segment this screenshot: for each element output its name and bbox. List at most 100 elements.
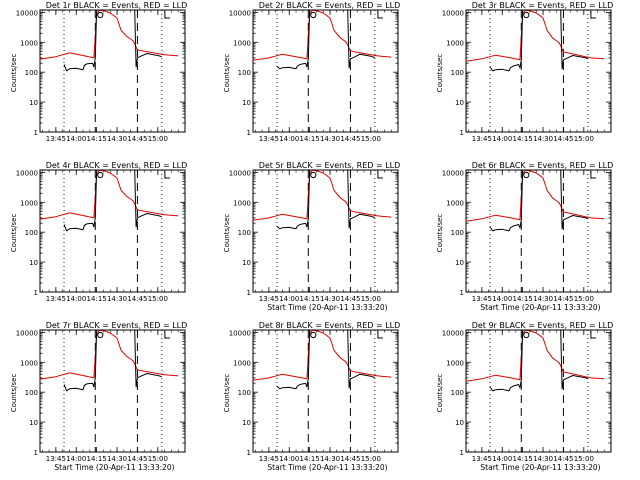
y-tick-label: 10	[29, 419, 38, 427]
y-tick-label: 1000	[20, 359, 38, 367]
y-tick-label: 1000	[233, 199, 251, 207]
attenuator-marker	[97, 171, 104, 179]
x-tick-label: 14:15	[87, 455, 107, 463]
plot-frame	[252, 169, 399, 293]
panel-title: Det 5r BLACK = Events, RED = LLD	[259, 161, 401, 170]
y-tick-label: 1	[247, 289, 251, 297]
lld-rate-line	[465, 329, 605, 382]
lld-rate-line	[39, 329, 179, 380]
y-tick-label: 1	[460, 129, 464, 137]
x-tick-label: 13:45	[472, 295, 492, 303]
attenuator-marker	[523, 11, 530, 19]
x-tick-label: 14:00	[492, 455, 512, 463]
y-tick-label: 1000	[446, 359, 464, 367]
x-tick-label: 15:00	[148, 135, 168, 143]
detector-panel-2: Det 2r BLACK = Events, RED = LLD 1 10 100 10…	[223, 1, 400, 143]
event-rate-line	[276, 169, 376, 230]
y-tick-label: 100	[238, 69, 251, 77]
y-tick-label: 1	[247, 129, 251, 137]
x-tick-label: 14:00	[492, 135, 512, 143]
x-tick-label: 14:45	[340, 295, 360, 303]
x-tick-label: 14:00	[279, 455, 299, 463]
decimation-marker	[164, 171, 170, 179]
event-rate-line	[489, 9, 589, 72]
plot-frame	[465, 329, 612, 453]
lld-rate-line	[39, 9, 179, 60]
panel-title: Det 1r BLACK = Events, RED = LLD	[46, 1, 188, 10]
x-tick-label: 14:30	[533, 295, 553, 303]
y-axis-label: Counts/sec	[436, 374, 444, 413]
x-tick-label: 14:15	[300, 135, 320, 143]
lld-rate-line	[465, 169, 605, 222]
y-tick-label: 100	[451, 229, 464, 237]
y-axis-label: Counts/sec	[10, 54, 18, 93]
panel-title: Det 9r BLACK = Events, RED = LLD	[472, 321, 614, 330]
y-tick-label: 1	[34, 129, 38, 137]
y-tick-label: 10	[29, 99, 38, 107]
x-tick-label: 14:45	[553, 455, 573, 463]
x-tick-label: 15:00	[148, 295, 168, 303]
event-rate-line	[63, 329, 163, 392]
y-tick-label: 10000	[16, 9, 38, 17]
attenuator-marker	[523, 171, 530, 179]
x-tick-label: 15:00	[148, 455, 168, 463]
x-tick-label: 13:45	[46, 295, 66, 303]
y-tick-label: 10	[455, 99, 464, 107]
y-tick-label: 10	[242, 259, 251, 267]
x-tick-label: 13:45	[472, 135, 492, 143]
y-tick-label: 1000	[446, 199, 464, 207]
x-tick-label: 14:45	[340, 135, 360, 143]
x-tick-label: 14:45	[553, 295, 573, 303]
decimation-marker	[377, 171, 383, 179]
decimation-marker	[590, 331, 596, 339]
y-axis-label: Counts/sec	[223, 54, 231, 93]
detector-panel-4: Det 4r BLACK = Events, RED = LLD 1 10 100 10…	[10, 161, 187, 303]
x-tick-label: 14:30	[107, 295, 127, 303]
decimation-marker	[164, 331, 170, 339]
lld-rate-line	[252, 9, 392, 61]
y-tick-label: 1	[34, 289, 38, 297]
lld-rate-line	[465, 9, 605, 62]
y-tick-label: 1000	[446, 39, 464, 47]
x-tick-label: 14:45	[127, 135, 147, 143]
detector-panel-1: Det 1r BLACK = Events, RED = LLD 1 10 100 10…	[10, 1, 187, 143]
panel-title: Det 3r BLACK = Events, RED = LLD	[472, 1, 614, 10]
y-axis-label: Counts/sec	[10, 214, 18, 253]
attenuator-marker	[97, 11, 104, 19]
plot-frame	[39, 9, 186, 133]
y-axis-label: Counts/sec	[223, 374, 231, 413]
y-tick-label: 1000	[233, 39, 251, 47]
x-tick-label: 14:45	[553, 135, 573, 143]
event-rate-line	[63, 9, 163, 72]
x-tick-label: 14:00	[66, 295, 86, 303]
x-axis-label: Start Time (20-Apr-11 13:33:20)	[480, 303, 600, 312]
y-tick-label: 10	[242, 99, 251, 107]
plot-frame	[465, 9, 612, 133]
x-tick-label: 14:15	[513, 295, 533, 303]
detector-panel-9: Det 9r BLACK = Events, RED = LLD 1 10 100 10…	[436, 321, 613, 472]
detector-panel-7: Det 7r BLACK = Events, RED = LLD 1 10 100 10…	[10, 321, 187, 472]
attenuator-marker	[310, 331, 317, 339]
plot-frame	[252, 9, 399, 133]
x-tick-label: 14:15	[87, 295, 107, 303]
y-tick-label: 1000	[20, 199, 38, 207]
lld-rate-line	[252, 329, 392, 381]
lld-rate-line	[39, 169, 179, 220]
x-tick-label: 14:00	[492, 295, 512, 303]
x-tick-label: 14:15	[87, 135, 107, 143]
x-tick-label: 14:30	[107, 455, 127, 463]
plot-frame	[39, 329, 186, 453]
y-tick-label: 10	[455, 419, 464, 427]
attenuator-marker	[310, 11, 317, 19]
y-axis-label: Counts/sec	[10, 374, 18, 413]
detector-panel-8: Det 8r BLACK = Events, RED = LLD 1 10 100 10…	[223, 321, 400, 472]
y-axis-label: Counts/sec	[436, 54, 444, 93]
y-tick-label: 100	[451, 69, 464, 77]
x-axis-label: Start Time (20-Apr-11 13:33:20)	[267, 303, 387, 312]
decimation-marker	[590, 11, 596, 19]
x-tick-label: 14:15	[513, 135, 533, 143]
decimation-marker	[590, 171, 596, 179]
x-tick-label: 13:45	[259, 455, 279, 463]
event-rate-line	[276, 329, 376, 390]
detector-panel-6: Det 6r BLACK = Events, RED = LLD 1 10 100 10…	[436, 161, 613, 312]
